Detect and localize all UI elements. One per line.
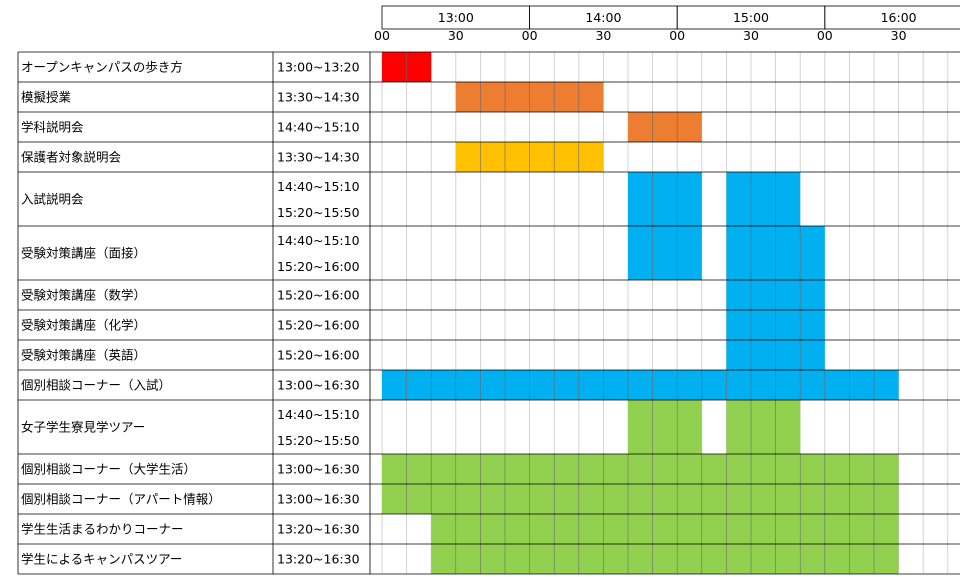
event-time: 13:00~16:30 xyxy=(277,378,360,393)
schedule-bar xyxy=(382,454,899,484)
event-time: 15:20~16:00 xyxy=(277,318,360,333)
minute-label: 00 xyxy=(817,28,833,43)
event-name: 個別相談コーナー（入試） xyxy=(21,378,171,393)
event-name: 個別相談コーナー（アパート情報） xyxy=(21,492,221,507)
event-name: 受験対策講座（英語） xyxy=(21,348,146,363)
event-time: 15:20~15:50 xyxy=(277,433,360,448)
event-name: 学生によるキャンパスツアー xyxy=(21,552,182,567)
event-name: 入試説明会 xyxy=(21,192,84,207)
event-time: 15:20~16:00 xyxy=(277,288,360,303)
minute-label: 30 xyxy=(743,28,759,43)
schedule-bar xyxy=(726,400,801,454)
minute-label: 00 xyxy=(669,28,685,43)
event-time: 13:20~16:30 xyxy=(277,552,360,567)
event-name: オープンキャンパスの歩き方 xyxy=(21,60,183,75)
event-name: 女子学生寮見学ツアー xyxy=(21,420,145,435)
schedule-bar xyxy=(431,514,899,544)
event-time: 14:40~15:10 xyxy=(277,120,360,135)
event-time: 13:00~16:30 xyxy=(277,492,360,507)
schedule-bar xyxy=(628,226,702,280)
event-name: 模擬授業 xyxy=(21,90,72,105)
event-name: 受験対策講座（面接） xyxy=(21,246,146,261)
event-time: 15:20~16:00 xyxy=(277,348,360,363)
minute-label: 00 xyxy=(374,28,390,43)
schedule-bar xyxy=(382,370,899,400)
hour-header-label: 16:00 xyxy=(881,10,917,25)
event-time: 13:30~14:30 xyxy=(277,90,360,105)
event-time: 14:40~15:10 xyxy=(277,233,360,248)
minute-label: 30 xyxy=(595,28,611,43)
event-time: 13:20~16:30 xyxy=(277,522,360,537)
minute-label: 00 xyxy=(522,28,538,43)
event-time: 13:00~16:30 xyxy=(277,462,360,477)
minute-label: 30 xyxy=(448,28,464,43)
hour-header-label: 14:00 xyxy=(585,10,621,25)
schedule-bar xyxy=(382,484,899,514)
event-time: 14:40~15:10 xyxy=(277,179,360,194)
hour-header-cell xyxy=(824,5,960,30)
event-time: 15:20~16:00 xyxy=(277,259,360,274)
hour-header-label: 13:00 xyxy=(438,10,474,25)
event-time: 13:00~13:20 xyxy=(277,60,360,75)
event-name: 個別相談コーナー（大学生活） xyxy=(21,462,196,477)
event-time: 15:20~15:50 xyxy=(277,205,360,220)
event-name: 受験対策講座（数学） xyxy=(21,288,146,303)
event-name: 受験対策講座（化学） xyxy=(21,318,146,333)
minute-label: 30 xyxy=(891,28,907,43)
hour-header-label: 15:00 xyxy=(733,10,769,25)
schedule-bar xyxy=(628,112,702,142)
event-name: 保護者対象説明会 xyxy=(21,150,122,165)
schedule-bar xyxy=(431,544,899,574)
event-name: 学科説明会 xyxy=(21,120,84,135)
event-name: 学生生活まるわかりコーナー xyxy=(21,522,184,537)
schedule-bar xyxy=(726,172,801,226)
event-time: 14:40~15:10 xyxy=(277,407,360,422)
event-time: 13:30~14:30 xyxy=(277,150,360,165)
schedule-bar xyxy=(628,400,702,454)
schedule-bar xyxy=(628,172,702,226)
